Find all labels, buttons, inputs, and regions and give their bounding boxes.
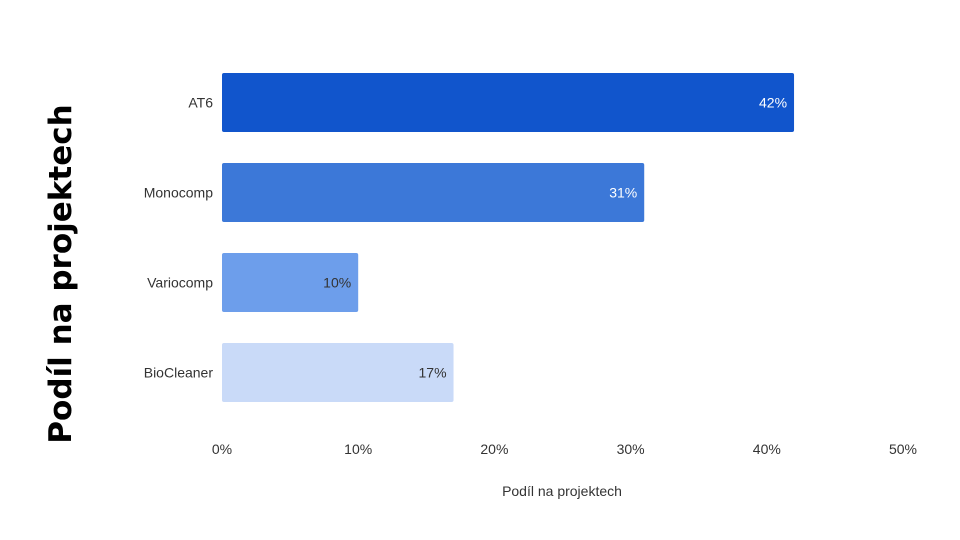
value-label-biocleaner: 17% <box>419 365 447 381</box>
bars-layer <box>222 73 795 402</box>
category-label-biocleaner: BioCleaner <box>144 365 214 381</box>
bar-variocomp <box>222 253 359 312</box>
value-label-monocomp: 31% <box>609 185 637 201</box>
x-tick-label: 0% <box>212 441 232 457</box>
x-axis-title: Podíl na projektech <box>502 483 622 499</box>
bar-monocomp <box>222 163 645 222</box>
category-label-monocomp: Monocomp <box>144 185 213 201</box>
value-label-variocomp: 10% <box>323 275 351 291</box>
value-labels-layer: 42% 31% 10% 17% <box>323 95 787 381</box>
x-tick-label: 40% <box>753 441 781 457</box>
x-tick-label: 30% <box>617 441 645 457</box>
bar-at6 <box>222 73 795 132</box>
x-tick-label: 20% <box>480 441 508 457</box>
bar-biocleaner <box>222 343 454 402</box>
side-title: Podíl na projektech <box>43 104 79 443</box>
category-label-variocomp: Variocomp <box>147 275 213 291</box>
x-tick-label: 50% <box>889 441 917 457</box>
x-tick-labels-layer: 0% 10% 20% 30% 40% 50% <box>212 441 917 457</box>
category-label-at6: AT6 <box>188 95 213 111</box>
x-tick-label: 10% <box>344 441 372 457</box>
value-label-at6: 42% <box>759 95 787 111</box>
category-labels-layer: AT6 Monocomp Variocomp BioCleaner <box>144 95 214 381</box>
